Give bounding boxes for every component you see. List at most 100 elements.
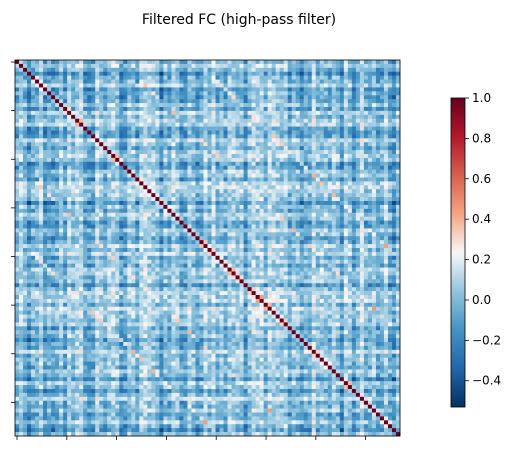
heatmap-cell [211, 107, 216, 112]
heatmap-cell [335, 79, 341, 84]
heatmap-cell [283, 165, 289, 170]
heatmap-cell [235, 193, 240, 198]
heatmap-cell [79, 87, 84, 92]
heatmap-cell [115, 248, 120, 253]
heatmap-cell [267, 138, 272, 143]
heatmap-cell [99, 244, 104, 249]
heatmap-cell [339, 146, 345, 151]
heatmap-cell [163, 103, 168, 108]
heatmap-cell [127, 251, 132, 257]
heatmap-cell [259, 197, 264, 202]
heatmap-cell [263, 118, 268, 123]
heatmap-cell [35, 71, 40, 76]
heatmap-cell [303, 99, 309, 104]
heatmap-cell [375, 259, 381, 264]
heatmap-cell [183, 255, 188, 261]
heatmap-cell [259, 134, 264, 139]
heatmap-cell [139, 95, 144, 100]
heatmap-cell [367, 83, 373, 88]
heatmap-cell [83, 110, 88, 116]
heatmap-cell [331, 67, 337, 73]
heatmap-cell [279, 126, 284, 131]
heatmap-cell [111, 60, 116, 65]
heatmap-cell [59, 204, 64, 210]
heatmap-cell [355, 216, 361, 221]
heatmap-cell [51, 99, 56, 104]
heatmap-cell [339, 71, 345, 76]
heatmap-cell [375, 244, 381, 249]
heatmap-cell [123, 118, 128, 123]
heatmap-cell [267, 110, 272, 116]
heatmap-cell [299, 83, 305, 88]
heatmap-cell [139, 63, 144, 69]
heatmap-cell [131, 193, 136, 198]
heatmap-cell [167, 138, 172, 143]
heatmap-cell [171, 75, 176, 80]
heatmap-cell [371, 204, 377, 210]
heatmap-cell [55, 60, 60, 65]
heatmap-cell [275, 157, 280, 163]
heatmap-cell [171, 79, 176, 84]
heatmap-cell [259, 232, 264, 237]
heatmap-cell [303, 220, 309, 225]
heatmap-cell [247, 244, 252, 249]
heatmap-cell [123, 251, 128, 257]
heatmap-cell [303, 189, 309, 194]
heatmap-cell [199, 193, 204, 198]
heatmap-cell [167, 248, 172, 253]
heatmap-cell [75, 208, 80, 214]
heatmap-cell [371, 161, 377, 167]
heatmap-cell [291, 87, 297, 92]
heatmap-cell [91, 224, 96, 229]
heatmap-cell [207, 220, 212, 225]
heatmap-cell [307, 251, 313, 257]
heatmap-cell [347, 251, 353, 257]
heatmap-cell [259, 193, 264, 198]
heatmap-cell [207, 216, 212, 221]
heatmap-cell [63, 208, 68, 214]
heatmap-cell [143, 63, 148, 69]
heatmap-cell [103, 154, 108, 159]
heatmap-cell [231, 173, 236, 178]
heatmap-cell [103, 63, 108, 69]
heatmap-cell [355, 173, 361, 178]
heatmap-cell [391, 216, 397, 221]
heatmap-cell [395, 216, 401, 221]
heatmap-cell [155, 244, 160, 249]
heatmap-cell [315, 201, 321, 206]
heatmap-cell [199, 126, 204, 131]
heatmap-cell [379, 95, 385, 100]
heatmap-cell [355, 75, 361, 80]
heatmap-cell [379, 161, 385, 167]
heatmap-cell [39, 87, 44, 92]
heatmap-cell [19, 138, 24, 143]
heatmap-diagonal-cell [47, 91, 52, 96]
heatmap-cell [243, 185, 248, 190]
heatmap-cell [335, 122, 341, 127]
heatmap-cell [167, 142, 172, 147]
heatmap-cell [391, 165, 397, 170]
heatmap-cell [271, 220, 276, 225]
heatmap-cell [131, 224, 136, 229]
heatmap-cell [239, 220, 244, 225]
heatmap-cell [171, 157, 176, 163]
heatmap-cell [139, 189, 144, 194]
heatmap-cell [187, 197, 192, 202]
heatmap-cell [395, 134, 401, 139]
heatmap-cell [155, 138, 160, 143]
heatmap-cell [275, 114, 280, 120]
heatmap-cell [95, 165, 100, 170]
heatmap-cell [335, 165, 341, 170]
heatmap-cell [23, 150, 28, 155]
heatmap-cell [123, 259, 128, 264]
heatmap-cell [287, 138, 293, 143]
heatmap-cell [67, 150, 72, 155]
heatmap-cell [315, 224, 321, 229]
heatmap-cell [195, 248, 200, 253]
heatmap-cell [395, 99, 401, 104]
heatmap-cell [107, 181, 112, 186]
heatmap-cell [39, 79, 44, 84]
heatmap-cell [191, 99, 196, 104]
heatmap-cell [211, 83, 216, 88]
heatmap-cell [95, 185, 100, 190]
